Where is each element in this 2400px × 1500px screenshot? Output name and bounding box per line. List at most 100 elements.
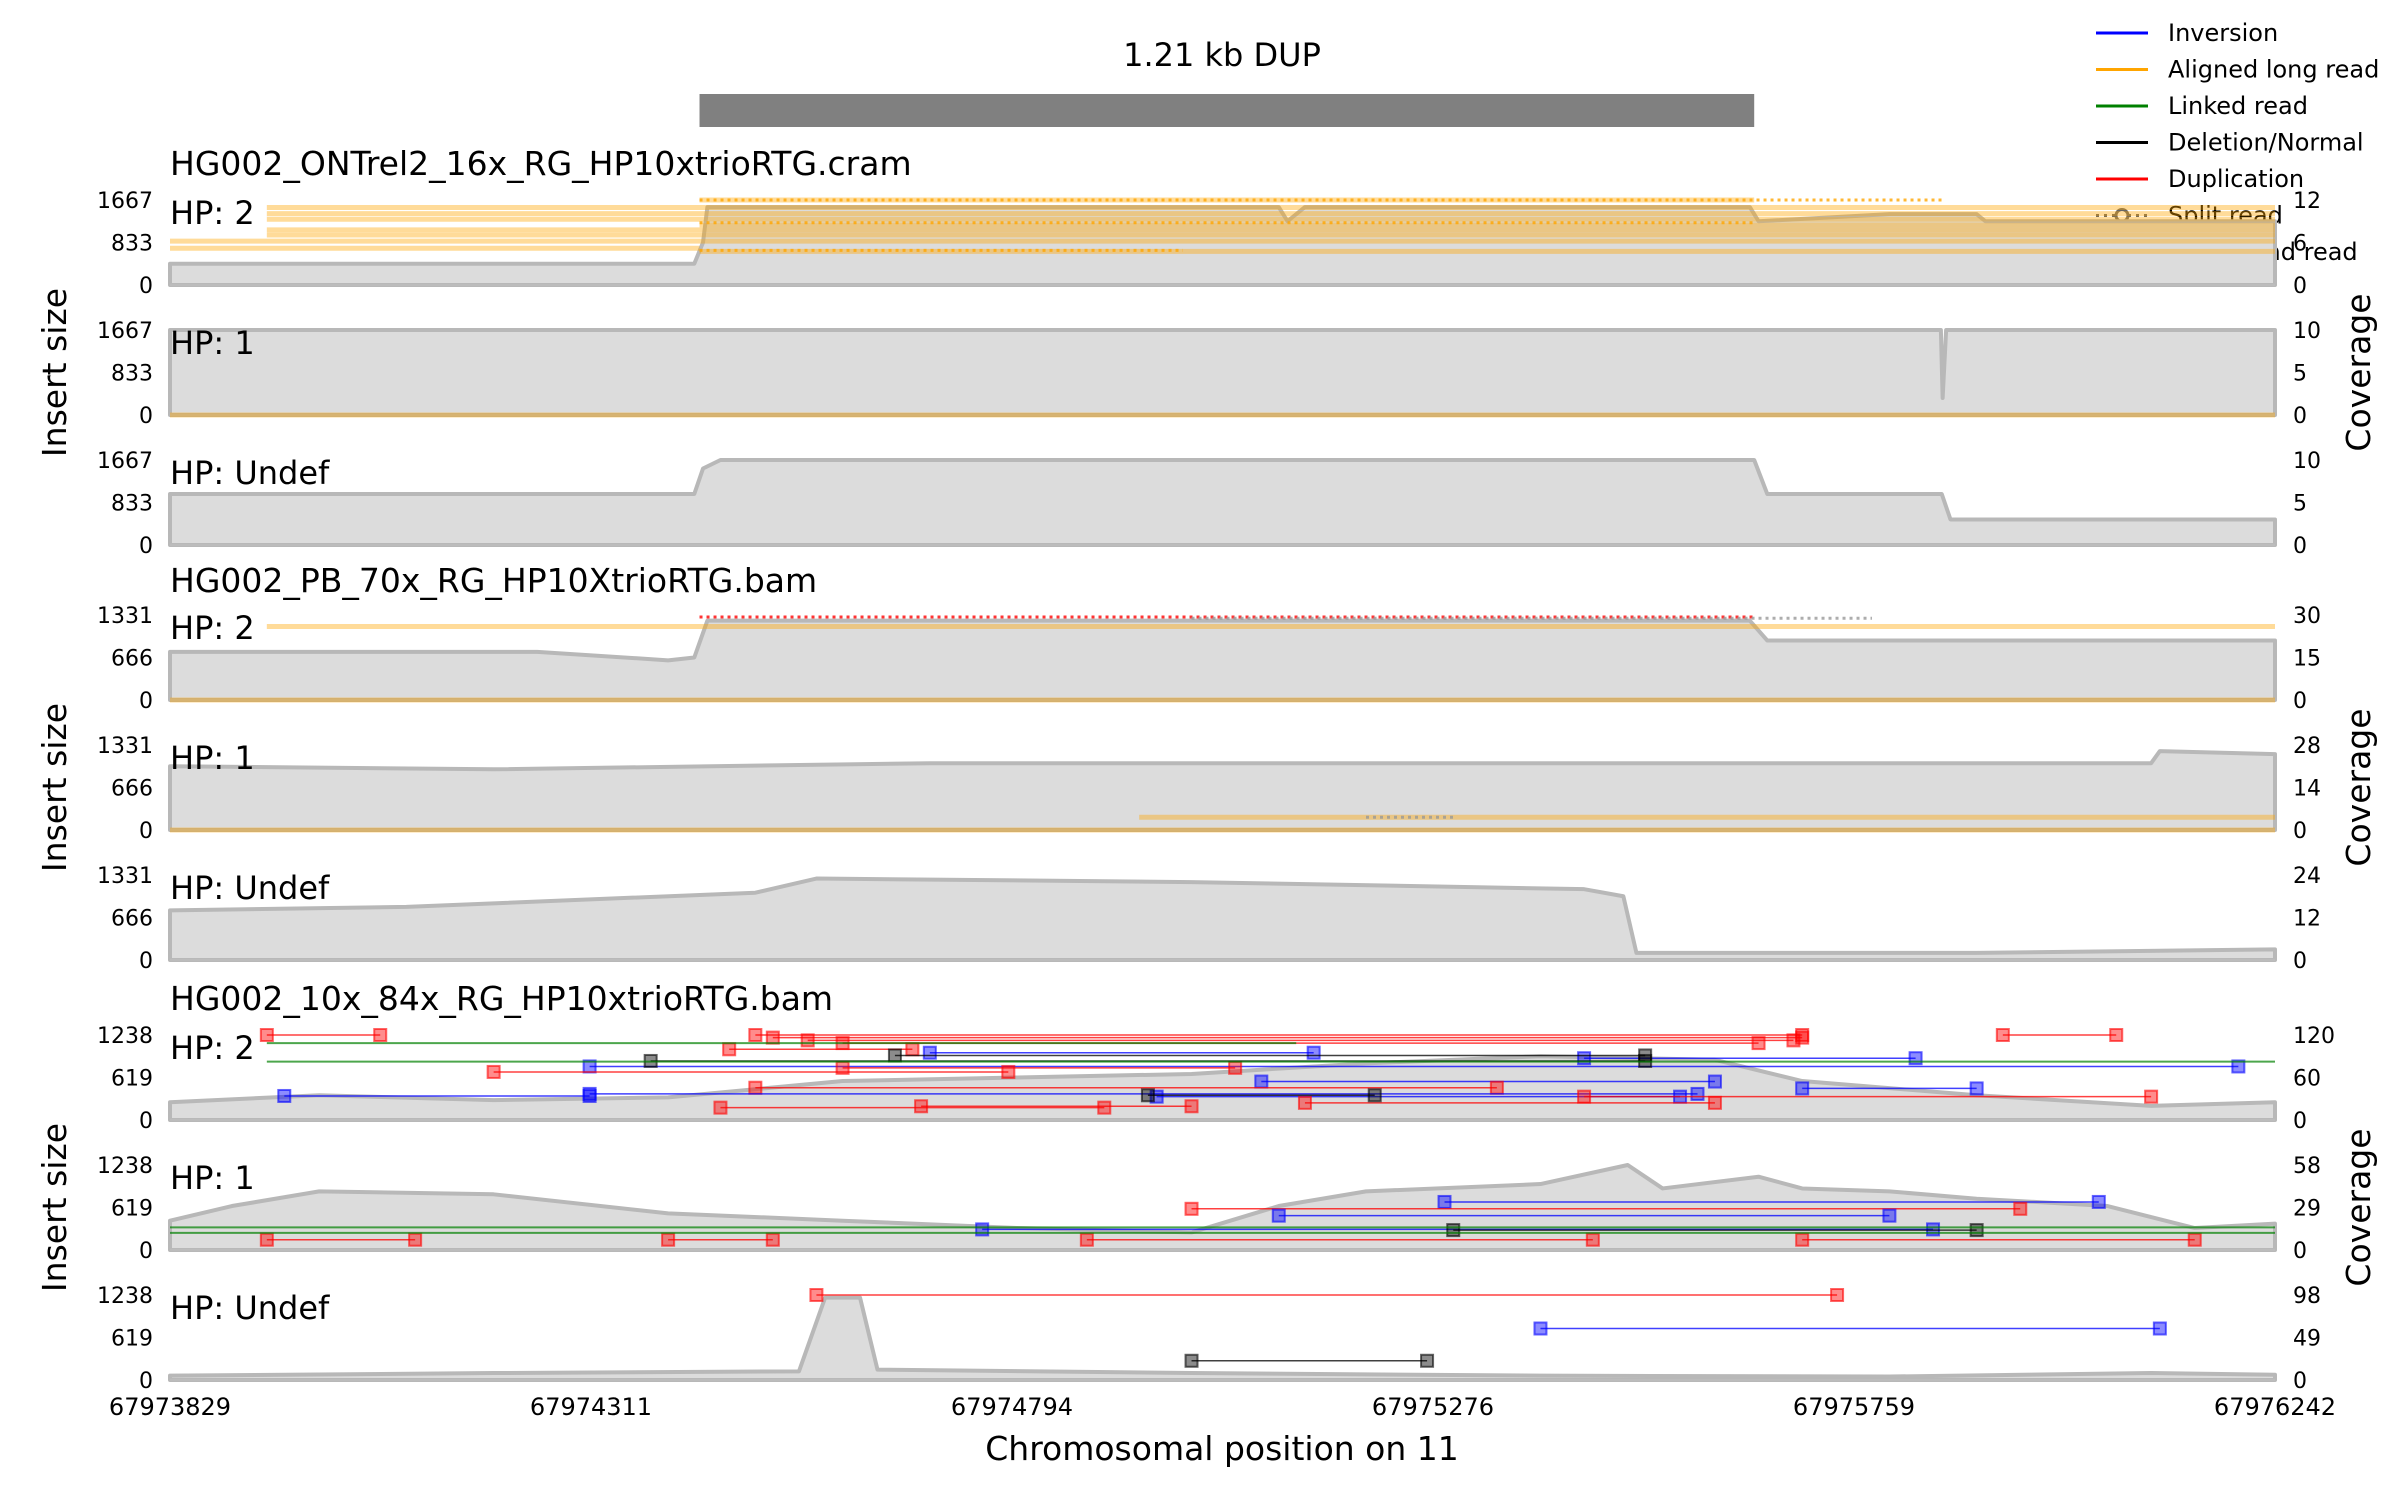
insert-size-tick: 1667 — [97, 319, 153, 344]
track: HP: Undef 1667 833 0 10 5 0 — [97, 449, 2321, 559]
track: HP: 1 1331 666 0 28 14 0 — [97, 734, 2321, 844]
legend-label: Linked read — [2168, 92, 2308, 120]
haplotype-label: HP: 2 — [170, 609, 255, 647]
x-tick-label: 67975276 — [1372, 1393, 1494, 1421]
paired-end-marker — [1707, 1095, 1722, 1110]
coverage-tick: 0 — [2293, 819, 2307, 844]
track-group: HG002_PB_70x_RG_HP10XtrioRTG.bam Insert s… — [35, 561, 2378, 974]
paired-end-marker — [887, 1048, 902, 1063]
paired-end-marker — [1437, 1194, 1452, 1209]
paired-end-marker — [1184, 1353, 1199, 1368]
paired-end-marker — [1001, 1064, 1016, 1079]
haplotype-label: HP: 2 — [170, 1029, 255, 1067]
legend-item: Aligned long read — [2096, 56, 2379, 84]
insert-size-tick: 1331 — [97, 734, 153, 759]
coverage-tick: 0 — [2293, 1239, 2307, 1264]
coverage-area — [168, 1295, 2277, 1382]
insert-size-tick: 1238 — [97, 1154, 153, 1179]
x-tick-label: 67974311 — [530, 1393, 652, 1421]
paired-end-marker — [661, 1232, 676, 1247]
paired-end-marker — [1830, 1288, 1845, 1302]
paired-end-marker — [1254, 1074, 1269, 1089]
paired-end-marker — [1882, 1208, 1897, 1223]
paired-end-marker — [1707, 1074, 1722, 1089]
paired-end-marker — [1969, 1223, 1984, 1238]
insert-size-tick: 619 — [111, 1197, 153, 1222]
y-axis-label-left: Insert size — [35, 288, 74, 457]
coverage-tick: 10 — [2293, 319, 2321, 344]
file-label: HG002_10x_84x_RG_HP10xtrioRTG.bam — [170, 979, 833, 1018]
track: HP: Undef 1331 666 0 24 12 0 — [97, 864, 2321, 974]
coverage-tick: 28 — [2293, 734, 2321, 759]
paired-end-marker — [1786, 1033, 1801, 1048]
track: HP: 2 1238 619 0 120 60 0 — [97, 1024, 2335, 1134]
chart-title: 1.21 kb DUP — [1123, 36, 1321, 74]
insert-size-tick: 0 — [139, 1369, 153, 1394]
x-tick-label: 67973829 — [109, 1393, 231, 1421]
insert-size-tick: 0 — [139, 689, 153, 714]
coverage-tick: 0 — [2293, 949, 2307, 974]
coverage-tick: 12 — [2293, 907, 2321, 932]
legend-label: Inversion — [2168, 19, 2278, 47]
paired-end-marker — [259, 1232, 274, 1247]
coverage-area — [168, 749, 2277, 832]
insert-size-tick: 833 — [111, 362, 153, 387]
insert-size-tick: 666 — [111, 907, 153, 932]
legend-label: Aligned long read — [2168, 56, 2379, 84]
paired-end-marker — [1140, 1088, 1155, 1103]
coverage-tick: 30 — [2293, 604, 2321, 629]
insert-size-tick: 0 — [139, 534, 153, 559]
paired-end-marker — [373, 1028, 388, 1042]
paired-end-marker — [1577, 1089, 1592, 1104]
paired-end-marker — [259, 1028, 274, 1042]
paired-end-marker — [408, 1232, 423, 1247]
paired-end-marker — [1533, 1321, 1548, 1336]
track: HP: Undef 1238 619 0 98 49 0 — [97, 1284, 2321, 1394]
y-axis-label-left: Insert size — [35, 703, 74, 872]
coverage-tick: 0 — [2293, 1369, 2307, 1394]
insert-size-tick: 0 — [139, 1109, 153, 1134]
legend-item: Inversion — [2096, 19, 2278, 47]
coverage-area — [168, 876, 2277, 962]
coverage-tick: 58 — [2293, 1154, 2321, 1179]
paired-end-marker — [1079, 1232, 1094, 1247]
legend-item: Duplication — [2096, 165, 2304, 193]
coverage-tick: 60 — [2293, 1067, 2321, 1092]
paired-end-marker — [765, 1030, 780, 1045]
paired-end-marker — [748, 1080, 763, 1095]
coverage-tick: 0 — [2293, 404, 2307, 429]
paired-end-marker — [722, 1042, 737, 1057]
paired-end-marker — [905, 1042, 920, 1057]
haplotype-label: HP: 1 — [170, 739, 255, 777]
coverage-tick: 29 — [2293, 1197, 2321, 1222]
legend-label: Duplication — [2168, 165, 2304, 193]
haplotype-label: HP: Undef — [170, 454, 330, 492]
insert-size-tick: 0 — [139, 404, 153, 429]
coverage-tick: 5 — [2293, 492, 2307, 517]
coverage-area — [168, 1163, 2277, 1252]
coverage-tick: 15 — [2293, 647, 2321, 672]
track: HP: 1 1667 833 0 10 5 0 — [97, 319, 2321, 429]
x-tick-label: 67975759 — [1793, 1393, 1915, 1421]
paired-end-marker — [2091, 1194, 2106, 1209]
coverage-tick: 0 — [2293, 1109, 2307, 1134]
paired-end-marker — [1638, 1048, 1653, 1063]
insert-size-tick: 0 — [139, 1239, 153, 1264]
paired-end-marker — [765, 1232, 780, 1247]
insert-size-tick: 1667 — [97, 449, 153, 474]
coverage-area — [168, 458, 2277, 547]
coverage-tick: 5 — [2293, 362, 2307, 387]
x-axis-label: Chromosomal position on 11 — [985, 1429, 1459, 1468]
insert-size-tick: 1667 — [97, 189, 153, 214]
insert-size-tick: 1331 — [97, 864, 153, 889]
paired-end-marker — [1184, 1201, 1199, 1216]
paired-end-marker — [1795, 1232, 1810, 1247]
track-group: HG002_10x_84x_RG_HP10xtrioRTG.bam Insert … — [35, 979, 2378, 1394]
paired-end-marker — [1690, 1086, 1705, 1101]
paired-end-marker — [748, 1028, 763, 1042]
paired-end-marker — [1367, 1088, 1382, 1103]
insert-size-tick: 619 — [111, 1067, 153, 1092]
paired-end-marker — [713, 1100, 728, 1115]
legend-label: Deletion/Normal — [2168, 129, 2364, 157]
